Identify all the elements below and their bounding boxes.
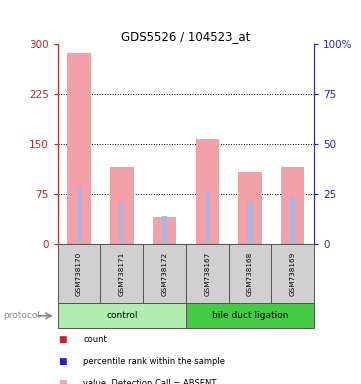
Text: GSM738168: GSM738168: [247, 252, 253, 296]
Bar: [205, 192, 210, 244]
Bar: [186, 303, 314, 328]
Title: GDS5526 / 104523_at: GDS5526 / 104523_at: [121, 30, 251, 43]
Bar: [281, 167, 304, 244]
Text: ■: ■: [58, 357, 66, 366]
Text: GSM738167: GSM738167: [204, 252, 210, 296]
Bar: [271, 244, 314, 303]
Text: protocol: protocol: [4, 311, 40, 320]
Bar: [119, 200, 125, 244]
Bar: [68, 53, 91, 244]
Bar: [229, 244, 271, 303]
Bar: [162, 216, 167, 244]
Bar: [58, 303, 186, 328]
Text: GSM738170: GSM738170: [76, 252, 82, 296]
Text: percentile rank within the sample: percentile rank within the sample: [83, 357, 225, 366]
Bar: [238, 172, 262, 244]
Text: ■: ■: [58, 379, 66, 384]
Bar: [100, 244, 143, 303]
Bar: [143, 244, 186, 303]
Bar: [290, 197, 295, 244]
Text: GSM738171: GSM738171: [119, 252, 125, 296]
Bar: [186, 244, 229, 303]
Text: control: control: [106, 311, 138, 320]
Text: GSM738169: GSM738169: [290, 252, 296, 296]
Bar: [110, 167, 134, 244]
Text: bile duct ligation: bile duct ligation: [212, 311, 288, 320]
Text: GSM738172: GSM738172: [162, 252, 168, 296]
Bar: [77, 187, 82, 244]
Bar: [58, 244, 100, 303]
Bar: [247, 200, 253, 244]
Text: ■: ■: [58, 335, 66, 344]
Text: count: count: [83, 335, 107, 344]
Bar: [153, 217, 176, 244]
Bar: [196, 139, 219, 244]
Text: value, Detection Call = ABSENT: value, Detection Call = ABSENT: [83, 379, 216, 384]
